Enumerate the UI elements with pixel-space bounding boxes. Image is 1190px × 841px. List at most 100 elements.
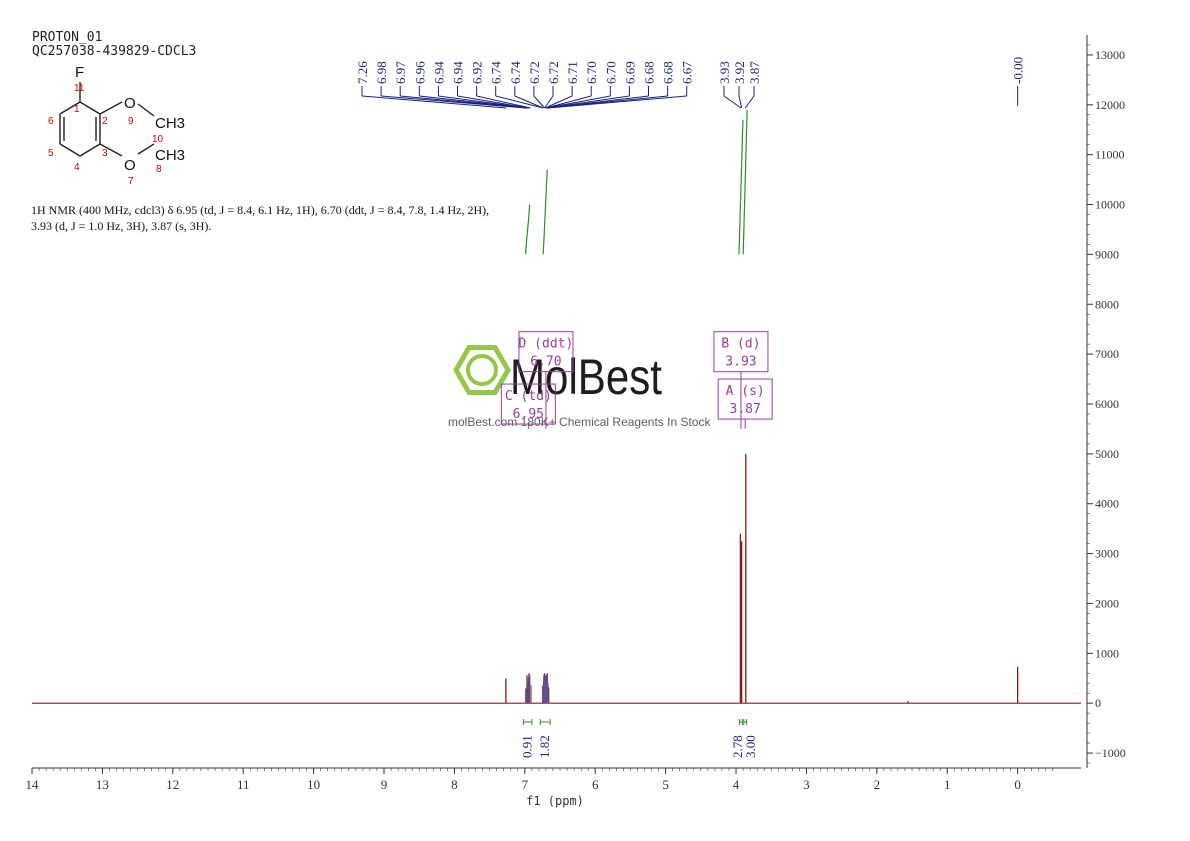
integral-value: 2.78 — [730, 735, 745, 758]
multiplet-label: A (s) — [726, 384, 765, 399]
peak-label: 6.71 — [565, 61, 580, 84]
atom-o9-number: 9 — [128, 116, 134, 127]
x-axis: 14 13 12 11 10 9 8 7 6 5 4 3 2 1 0f1 (ppm) — [26, 767, 1081, 808]
x-tick-label: 1 — [944, 777, 951, 792]
x-tick-label: 9 — [381, 777, 388, 792]
watermark: MolBest molBest.com 180K+ Chemical Reagen… — [448, 345, 711, 429]
x-tick-label: 8 — [451, 777, 458, 792]
atom-ch3-10: CH3 — [155, 115, 185, 132]
sample-label: QC257038-439829-CDCL3 — [32, 44, 197, 59]
integral-curve — [542, 169, 548, 255]
integral-curve — [525, 204, 531, 255]
peak-label: 6.70 — [603, 61, 618, 84]
y-tick-label: 12000 — [1095, 98, 1125, 112]
peak-label: 3.92 — [732, 61, 747, 84]
atom-f-number: 11 — [74, 83, 85, 94]
nmr-summary-line-2: 3.93 (d, J = 1.0 Hz, 3H), 3.87 (s, 3H). — [31, 219, 212, 233]
peak-label: 6.68 — [642, 61, 657, 84]
integral-value: 0.91 — [520, 735, 535, 758]
peak-label-connector — [476, 95, 531, 109]
y-tick-label: 2000 — [1095, 596, 1119, 610]
peak-label: 6.94 — [431, 61, 446, 84]
y-tick-label: 1000 — [1095, 646, 1119, 660]
y-tick-label: 7000 — [1095, 347, 1119, 361]
peak-label-connector — [738, 95, 743, 109]
x-tick-label: 13 — [96, 777, 109, 792]
peak-label: 6.94 — [451, 61, 466, 84]
integral-value: 3.00 — [743, 735, 758, 758]
peak-label-connector — [533, 95, 545, 109]
atom-ch3-10-number: 10 — [152, 134, 164, 145]
watermark-brand: MolBest — [510, 349, 662, 405]
x-tick-label: 12 — [166, 777, 179, 792]
peak-label: 6.97 — [393, 61, 408, 84]
peak-label: 3.93 — [717, 61, 732, 84]
peak-label: 6.67 — [680, 61, 695, 84]
peak-label-connector — [438, 95, 530, 109]
integral-value: 1.82 — [537, 735, 552, 758]
y-tick-label: 9000 — [1095, 247, 1119, 261]
ring-number-2: 2 — [102, 116, 108, 127]
atom-o9: O — [124, 95, 136, 112]
integrals: 0.91 1.82 2.783.00 — [520, 109, 758, 758]
integral-curve — [738, 119, 744, 255]
atom-ch3-8: CH3 — [155, 147, 185, 164]
watermark-tagline: molBest.com 180K+ Chemical Reagents In S… — [448, 415, 711, 429]
x-tick-label: 14 — [26, 777, 40, 792]
watermark-logo-ring-icon — [466, 354, 498, 386]
y-tick-label: 0 — [1095, 696, 1101, 710]
multiplet-label: B (d) — [721, 337, 760, 352]
peak-label-connector — [457, 95, 530, 109]
peak-label: 6.98 — [374, 61, 389, 84]
peak-label-connector — [723, 95, 742, 109]
atom-ch3-8-number: 8 — [156, 164, 162, 175]
peak-label-connector — [544, 95, 554, 109]
y-axis: −1000 0 1000 2000 3000 4000 5000 6000 7000 8000 90… — [1086, 35, 1126, 768]
y-tick-label: 13000 — [1095, 48, 1125, 62]
peak-label-connector — [548, 95, 687, 109]
peak-label-connector — [545, 95, 592, 109]
multiplet-shift: 3.93 — [725, 355, 756, 370]
multiplet-annotations: D (ddt) 6.70 C (td) 6.95 B (d) 3.93 A (s) 3.87 — [500, 331, 773, 429]
peak-label-connector — [361, 95, 507, 109]
peak-label-connector — [514, 95, 544, 109]
experiment-label: PROTON_01 — [32, 30, 103, 45]
peak-label: 6.70 — [584, 61, 599, 84]
peak-label: 6.72 — [527, 61, 542, 84]
y-tick-label: 8000 — [1095, 297, 1119, 311]
peak-label: 6.69 — [622, 61, 637, 84]
x-axis-label: f1 (ppm) — [526, 794, 584, 808]
peak-label: 6.72 — [546, 61, 561, 84]
peak-label: 3.87 — [747, 61, 762, 84]
nmr-summary: 1H NMR (400 MHz, cdcl3) δ 6.95 (td, J = … — [31, 202, 631, 234]
y-tick-label: 11000 — [1095, 148, 1125, 162]
peak-label-connector — [545, 95, 573, 109]
x-tick-label: 3 — [803, 777, 810, 792]
x-tick-label: 10 — [307, 777, 320, 792]
x-tick-label: 4 — [733, 777, 740, 792]
peak-label: 6.74 — [508, 61, 523, 84]
peak-label: 6.96 — [412, 61, 427, 84]
peak-labels: 7.26 6.98 6.97 6.96 6.94 6.94 6.92 6.74 6.74 6.72… — [355, 57, 1026, 109]
y-tick-label: 5000 — [1095, 447, 1119, 461]
peak-label: 6.68 — [661, 61, 676, 84]
y-tick-label: −1000 — [1095, 746, 1126, 760]
atom-o7-number: 7 — [128, 176, 134, 187]
peak-label: 6.74 — [489, 61, 504, 84]
x-tick-label: 5 — [662, 777, 669, 792]
nmr-summary-line-1: 1H NMR (400 MHz, cdcl3) δ 6.95 (td, J = … — [31, 203, 490, 217]
ring-number-6: 6 — [48, 116, 54, 127]
x-tick-label: 6 — [592, 777, 599, 792]
multiplet-shift: 3.87 — [730, 402, 761, 417]
watermark-logo-icon — [453, 345, 511, 395]
integral-curve — [742, 109, 748, 255]
peak-label: 7.26 — [355, 61, 370, 84]
ring-number-3: 3 — [102, 148, 108, 159]
x-tick-label: 0 — [1014, 777, 1021, 792]
multiplet-shift: 6.95 — [513, 407, 544, 422]
molecule-structure: F 11 O 9 CH3 10 O 7 CH3 8 1 2 3 4 5 6 — [48, 64, 185, 187]
x-tick-label: 2 — [874, 777, 881, 792]
ring-number-4: 4 — [74, 162, 80, 173]
x-tick-label: 7 — [522, 777, 529, 792]
y-tick-label: 4000 — [1095, 497, 1119, 511]
